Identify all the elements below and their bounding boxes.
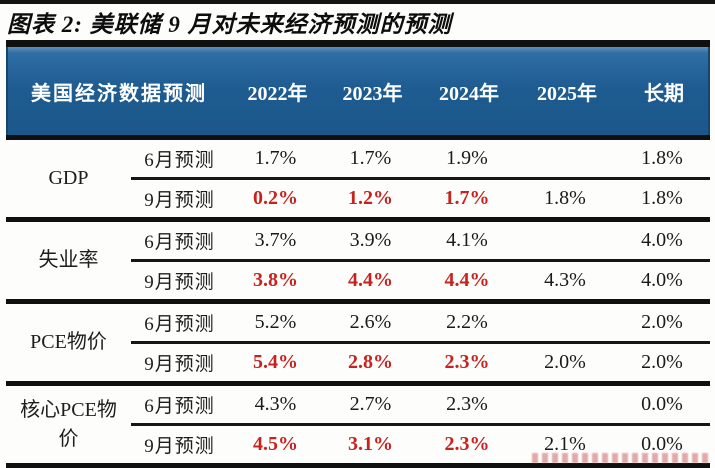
value-cell: 2.0% bbox=[641, 351, 683, 373]
value-cell: 4.0% bbox=[641, 269, 683, 291]
category-label: GDP bbox=[48, 167, 89, 189]
sub-row-divider bbox=[131, 341, 710, 344]
value-cell bbox=[516, 140, 614, 177]
category-label: PCE物价 bbox=[30, 331, 107, 353]
value-cell: 2.6% bbox=[349, 311, 392, 333]
value-cell: 3.8% bbox=[253, 269, 298, 291]
value-cell: 1.7% bbox=[349, 147, 392, 169]
group-divider bbox=[6, 381, 710, 386]
value-cell: 0.2% bbox=[253, 187, 298, 209]
value-cell: 3.9% bbox=[349, 229, 392, 251]
table-group: GDP 6月预测 1.7% 1.7% 1.9% 1.8% 9月预测 0.2% 1.2% 1.7% 1… bbox=[6, 140, 710, 222]
header-cell-year: 2024年 bbox=[439, 82, 499, 105]
figure-title: 图表 2: 美联储 9 月对未来经济预测的预测 bbox=[7, 12, 452, 37]
table-group: PCE物价 6月预测 5.2% 2.6% 2.2% 2.0% 9月预测 5.4% 2.8% 2.3… bbox=[6, 304, 710, 386]
sub-row-divider bbox=[131, 259, 710, 262]
header-cell-year: 2023年 bbox=[342, 82, 403, 105]
sub-row-divider bbox=[131, 177, 710, 180]
row-label: 9月预测 bbox=[144, 354, 215, 375]
value-cell bbox=[516, 222, 614, 259]
row-label: 6月预测 bbox=[144, 232, 215, 253]
value-cell: 2.2% bbox=[446, 311, 488, 333]
value-cell: 3.1% bbox=[348, 433, 393, 455]
table-body: GDP 6月预测 1.7% 1.7% 1.9% 1.8% 9月预测 0.2% 1.2% 1.7% 1… bbox=[6, 140, 710, 468]
watermark-illegible-text bbox=[532, 453, 712, 463]
value-cell: 2.3% bbox=[444, 433, 490, 455]
value-cell: 4.1% bbox=[446, 229, 488, 251]
value-cell bbox=[516, 386, 614, 423]
forecast-table: 美国经济数据预测 2022年 2023年 2024年 2025年 长期 GDP 6月预测 1… bbox=[6, 40, 710, 468]
group-divider bbox=[6, 463, 710, 468]
value-cell: 3.7% bbox=[254, 229, 297, 251]
header-cell-year: 2025年 bbox=[537, 82, 597, 105]
value-cell: 4.3% bbox=[254, 393, 297, 415]
value-cell: 5.4% bbox=[253, 351, 298, 373]
value-cell: 1.8% bbox=[544, 187, 586, 209]
row-label: 9月预测 bbox=[144, 190, 215, 211]
value-cell: 2.7% bbox=[349, 393, 392, 415]
header-cell-category: 美国经济数据预测 bbox=[31, 82, 207, 105]
value-cell: 2.1% bbox=[544, 433, 586, 455]
value-cell: 1.8% bbox=[641, 147, 683, 169]
value-cell: 2.0% bbox=[641, 311, 683, 333]
value-cell: 0.0% bbox=[641, 433, 683, 455]
header-bottom-border bbox=[6, 135, 710, 140]
row-label: 9月预测 bbox=[144, 436, 215, 457]
value-cell: 4.3% bbox=[544, 269, 586, 291]
sub-row-divider bbox=[131, 423, 710, 426]
value-cell: 4.4% bbox=[444, 269, 490, 291]
top-divider bbox=[0, 0, 715, 4]
table-header-row: 美国经济数据预测 2022年 2023年 2024年 2025年 长期 bbox=[6, 47, 710, 135]
group-divider bbox=[6, 217, 710, 222]
row-label: 9月预测 bbox=[144, 272, 215, 293]
value-cell: 1.9% bbox=[446, 147, 488, 169]
row-label: 6月预测 bbox=[144, 396, 215, 417]
value-cell: 1.8% bbox=[641, 187, 683, 209]
value-cell: 1.7% bbox=[254, 147, 297, 169]
row-label: 6月预测 bbox=[144, 314, 215, 335]
value-cell: 1.7% bbox=[444, 187, 490, 209]
value-cell: 5.2% bbox=[254, 311, 297, 333]
value-cell: 1.2% bbox=[348, 187, 393, 209]
value-cell: 4.4% bbox=[348, 269, 393, 291]
value-cell: 4.0% bbox=[641, 229, 683, 251]
value-cell: 4.5% bbox=[253, 433, 298, 455]
category-label: 核心PCE物价 bbox=[20, 398, 117, 450]
value-cell: 2.8% bbox=[348, 351, 393, 373]
table-top-border bbox=[6, 40, 710, 47]
value-cell: 2.3% bbox=[444, 351, 490, 373]
row-label: 6月预测 bbox=[144, 150, 215, 171]
header-cell-year: 2022年 bbox=[247, 82, 308, 105]
value-cell: 2.3% bbox=[446, 393, 488, 415]
category-label: 失业率 bbox=[38, 249, 99, 271]
value-cell: 0.0% bbox=[641, 393, 683, 415]
value-cell: 2.0% bbox=[544, 351, 586, 373]
group-divider bbox=[6, 299, 710, 304]
table-group: 失业率 6月预测 3.7% 3.9% 4.1% 4.0% 9月预测 3.8% 4.4% 4.4% 4… bbox=[6, 222, 710, 304]
header-cell-year: 长期 bbox=[644, 82, 684, 105]
value-cell bbox=[516, 304, 614, 341]
